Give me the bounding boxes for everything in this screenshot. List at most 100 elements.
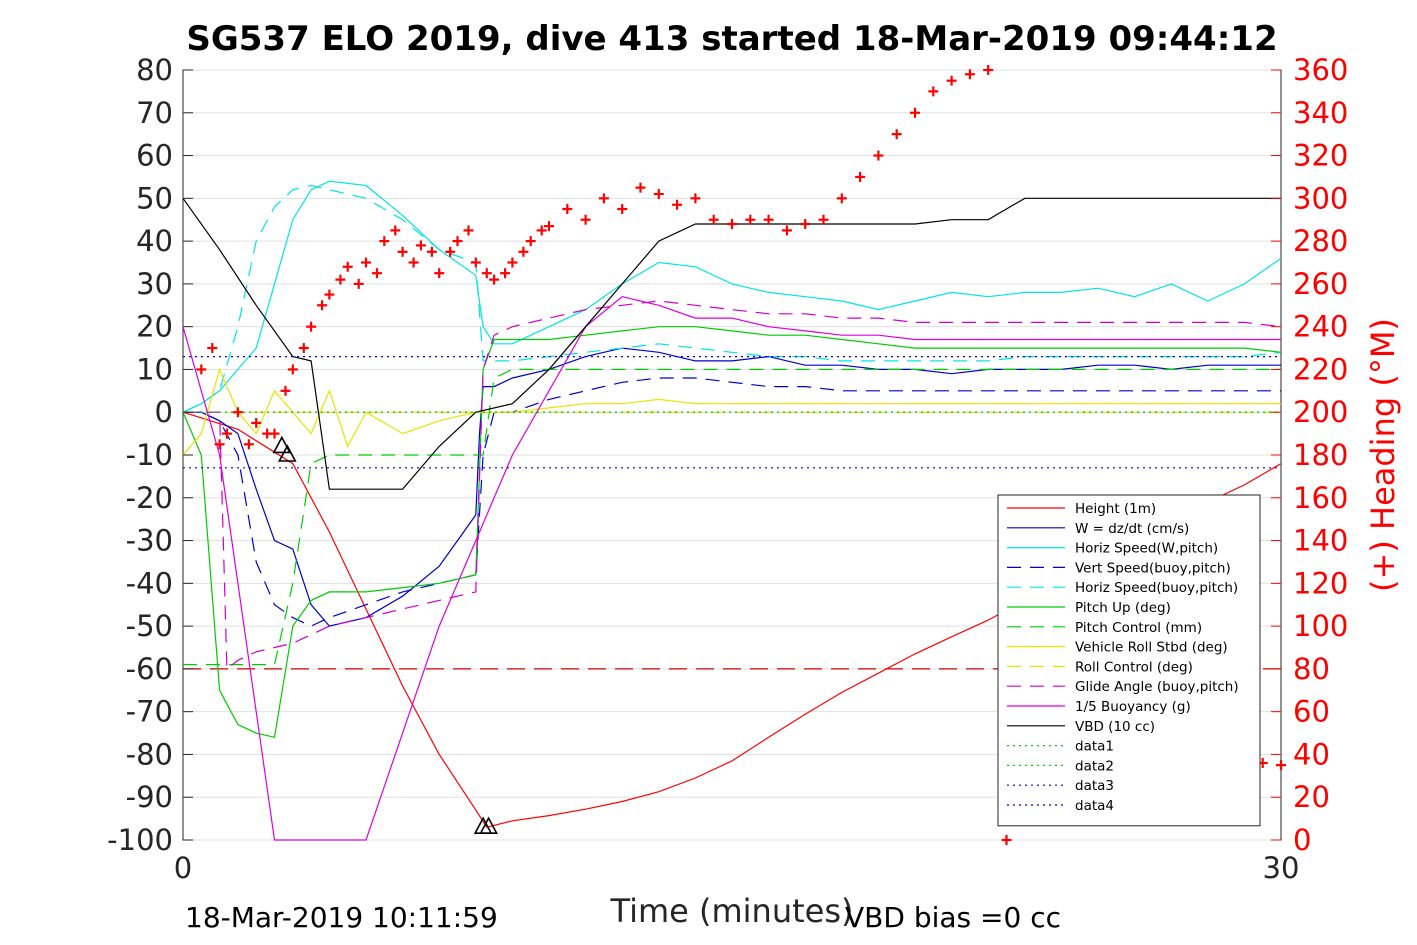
heading-point <box>397 246 408 257</box>
heading-point <box>891 129 902 140</box>
heading-point <box>426 246 437 257</box>
heading-point <box>781 225 792 236</box>
heading-point <box>287 364 298 375</box>
heading-point <box>408 257 419 268</box>
heading-point <box>269 428 280 439</box>
x-axis-label: Time (minutes) <box>610 892 854 930</box>
series-line-10 <box>182 296 1281 841</box>
series-line-1 <box>183 347 1281 627</box>
heading-point <box>1276 760 1286 771</box>
triangle-marker <box>479 816 498 834</box>
heading-point <box>452 236 463 247</box>
marker-layer <box>272 435 498 834</box>
heading-point <box>598 193 609 204</box>
y-right-tick-label: 160 <box>1293 481 1348 515</box>
y-right-tick-label: 360 <box>1293 53 1348 87</box>
y-right-tick-label: 320 <box>1293 139 1348 173</box>
legend-label: data1 <box>1075 739 1114 755</box>
heading-point <box>371 268 382 279</box>
legend-entry: Glide Angle (buoy,pitch) <box>1007 679 1239 695</box>
heading-point <box>708 214 719 225</box>
legend-label: Horiz Speed(W,pitch) <box>1075 541 1218 557</box>
heading-point <box>1001 835 1012 845</box>
heading-point <box>324 289 335 300</box>
y-tick-label: -100 <box>107 823 173 857</box>
heading-point <box>415 240 426 251</box>
y-tick-label: -50 <box>126 609 173 643</box>
heading-point <box>745 214 756 225</box>
heading-point <box>207 343 218 354</box>
legend-label: Horiz Speed(buoy,pitch) <box>1075 580 1238 596</box>
legend-label: Glide Angle (buoy,pitch) <box>1075 679 1239 695</box>
chart-title: SG537 ELO 2019, dive 413 started 18-Mar-… <box>186 19 1277 59</box>
legend-entry: Pitch Up (deg) <box>1007 600 1171 616</box>
legend-label: 1/5 Buoyancy (g) <box>1075 699 1191 715</box>
y-tick-label: 20 <box>136 310 173 344</box>
y-tick-label: 60 <box>136 139 173 173</box>
heading-point <box>536 225 547 236</box>
y-right-tick-label: 0 <box>1293 823 1311 857</box>
legend-entry: data1 <box>1007 739 1114 755</box>
heading-point <box>763 214 774 225</box>
legend-label: Roll Control (deg) <box>1075 659 1193 675</box>
heading-point <box>690 193 701 204</box>
heading-point <box>342 261 353 272</box>
heading-point <box>653 189 664 200</box>
heading-point <box>635 182 646 193</box>
y-right-tick-label: 60 <box>1293 695 1330 729</box>
heading-point <box>306 321 317 332</box>
heading-point <box>800 219 811 229</box>
y-right-tick-label: 20 <box>1293 780 1330 814</box>
heading-point <box>818 214 829 225</box>
y-right-tick-label: 340 <box>1293 96 1348 130</box>
legend-entry: Pitch Control (mm) <box>1007 620 1202 636</box>
triangle-marker <box>272 435 292 454</box>
heading-point <box>518 246 529 257</box>
y-right-tick-label: 280 <box>1293 224 1348 258</box>
heading-point <box>727 219 737 229</box>
y-right-tick-label: 220 <box>1293 352 1348 386</box>
y-tick-label: 10 <box>136 352 173 386</box>
legend-entry: 1/5 Buoyancy (g) <box>1007 699 1191 715</box>
y-right-tick-label: 200 <box>1293 395 1348 429</box>
heading-point <box>489 274 500 285</box>
legend-label: data4 <box>1075 798 1114 814</box>
y-tick-label: -10 <box>126 438 173 472</box>
legend-label: data3 <box>1075 778 1114 794</box>
y-right-tick-label: 40 <box>1293 737 1330 771</box>
legend-label: Height (1m) <box>1075 501 1156 517</box>
x-axis: 0 30 <box>174 830 1299 885</box>
heading-point <box>379 236 390 247</box>
legend-label: Vehicle Roll Stbd (deg) <box>1075 640 1228 656</box>
legend-entry: VBD (10 cc) <box>1007 719 1155 735</box>
footer-vbd-bias: VBD bias =0 cc <box>845 901 1061 934</box>
heading-point <box>964 69 975 80</box>
y-tick-label: -40 <box>126 566 173 600</box>
heading-point <box>983 65 994 75</box>
x-tick-label: 0 <box>174 851 192 885</box>
heading-point <box>251 417 262 428</box>
y-right-tick-label: 240 <box>1293 310 1348 344</box>
y-right-tick-label: 100 <box>1293 609 1348 643</box>
y-tick-label: 40 <box>136 224 173 258</box>
heading-point <box>353 278 364 289</box>
heading-point <box>243 439 254 450</box>
legend-label: data2 <box>1075 758 1114 774</box>
y-right-tick-label: 260 <box>1293 267 1348 301</box>
heading-point <box>434 268 445 279</box>
legend-entry: Vert Speed(buoy,pitch) <box>1007 560 1231 576</box>
heading-point <box>910 107 920 118</box>
heading-point <box>836 193 847 204</box>
y-tick-label: -60 <box>126 652 173 686</box>
legend-entry: Horiz Speed(buoy,pitch) <box>1007 580 1238 596</box>
heading-point <box>946 75 957 86</box>
heading-point <box>232 407 243 418</box>
y-tick-label: 70 <box>136 96 173 130</box>
heading-point <box>335 274 346 285</box>
legend-box <box>997 494 1261 827</box>
heading-point <box>445 246 456 257</box>
y-tick-label: 30 <box>136 267 173 301</box>
legend: Height (1m) W = dz/dt (cm/s) Horiz Speed(W… <box>997 494 1261 827</box>
y-tick-label: -70 <box>126 695 173 729</box>
heading-point <box>562 204 573 215</box>
